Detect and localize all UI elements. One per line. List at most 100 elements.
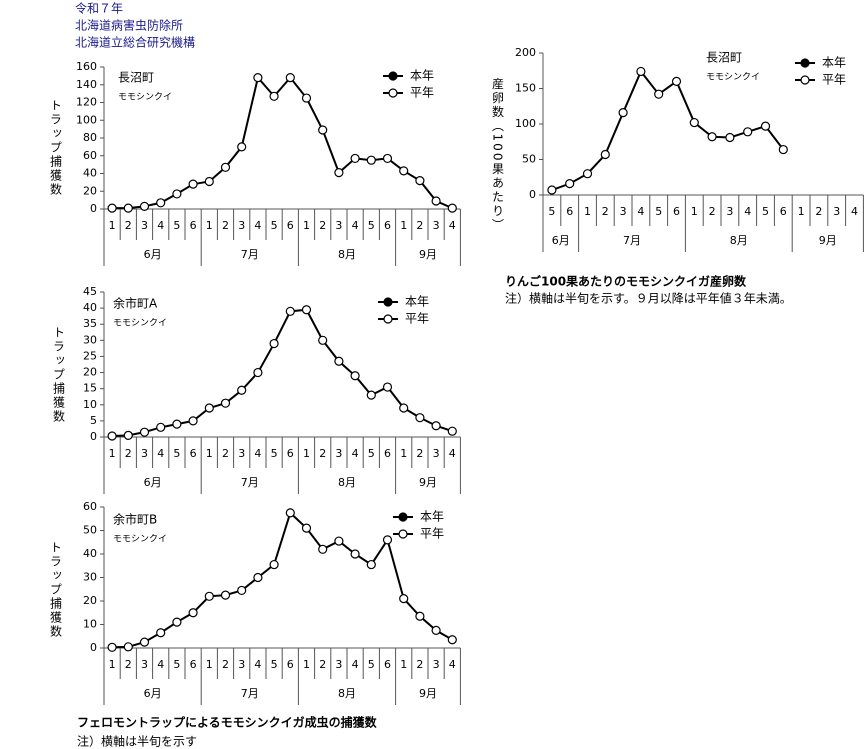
- caption-note: 注）横軸は半旬を示す: [77, 734, 197, 749]
- x-tick-label: 4: [744, 205, 751, 218]
- x-tick-label: 2: [319, 658, 326, 671]
- data-point: [618, 108, 628, 118]
- data-point: [707, 132, 717, 142]
- y-tick-label: 15: [83, 382, 97, 395]
- data-point: [334, 356, 344, 366]
- data-point: [318, 544, 328, 554]
- x-tick-label: 5: [548, 205, 555, 218]
- x-tick-label: 3: [433, 447, 440, 460]
- header-line: 北海道立総合研究機構: [75, 35, 195, 50]
- x-tick-label: 6: [190, 447, 197, 460]
- data-point: [204, 591, 214, 601]
- data-point: [366, 155, 376, 165]
- x-tick-label: 6: [384, 447, 391, 460]
- data-point: [725, 132, 735, 143]
- data-point: [269, 338, 279, 349]
- data-point: [636, 66, 646, 77]
- data-point: [139, 637, 150, 647]
- legend-marker: [383, 297, 393, 307]
- data-point: [447, 203, 457, 213]
- series-line: [112, 308, 453, 438]
- legend-marker: [800, 75, 810, 85]
- data-point: [301, 305, 312, 315]
- data-point: [778, 144, 788, 155]
- x-tick-label: 6: [384, 219, 391, 232]
- data-point: [671, 76, 682, 87]
- data-point: [447, 426, 457, 436]
- x-tick-label: 4: [254, 658, 261, 671]
- x-tick-label: 1: [109, 219, 116, 232]
- data-point: [269, 559, 279, 570]
- data-point: [188, 416, 198, 426]
- data-point: [220, 590, 231, 600]
- x-tick-label: 5: [655, 205, 662, 218]
- month-label: 8月: [338, 248, 356, 261]
- x-tick-label: 4: [157, 658, 164, 671]
- legend-label: 本年: [420, 510, 444, 524]
- x-tick-label: 3: [238, 219, 245, 232]
- x-tick-label: 3: [335, 219, 342, 232]
- x-tick-label: 2: [222, 658, 229, 671]
- x-tick-label: 1: [798, 205, 805, 218]
- x-tick-label: 3: [726, 205, 733, 218]
- x-tick-label: 1: [584, 205, 591, 218]
- y-tick-label: 30: [83, 571, 97, 584]
- y-tick-label: 0: [90, 430, 97, 443]
- data-point: [415, 611, 425, 621]
- annotation: モモシンクイ: [113, 534, 167, 545]
- y-tick-label: 160: [76, 60, 97, 73]
- x-tick-label: 4: [449, 658, 456, 671]
- data-point: [431, 421, 441, 431]
- data-point: [318, 125, 328, 135]
- data-point: [334, 536, 344, 546]
- y-tick-label: 40: [83, 547, 97, 560]
- x-tick-label: 2: [125, 447, 132, 460]
- y-tick-label: 10: [83, 618, 97, 631]
- legend-label: 平年: [822, 73, 846, 87]
- data-point: [253, 367, 263, 378]
- data-point: [431, 196, 441, 206]
- data-point: [301, 93, 312, 103]
- x-tick-label: 3: [141, 219, 148, 232]
- x-tick-label: 5: [173, 447, 180, 460]
- y-tick-label: 0: [90, 202, 97, 215]
- data-point: [107, 203, 117, 213]
- data-point: [188, 608, 198, 618]
- x-tick-label: 3: [238, 447, 245, 460]
- data-point: [600, 149, 610, 160]
- y-tick-label: 60: [83, 500, 97, 513]
- data-point: [382, 153, 393, 164]
- data-point: [415, 413, 425, 423]
- data-point: [139, 427, 150, 437]
- x-tick-label: 4: [637, 205, 644, 218]
- data-point: [399, 166, 409, 176]
- x-tick-label: 6: [780, 205, 787, 218]
- legend-label: 平年: [410, 86, 434, 100]
- data-point: [366, 559, 376, 570]
- series-line: [112, 75, 453, 210]
- annotation: 余市町A: [113, 296, 158, 311]
- x-tick-label: 3: [433, 219, 440, 232]
- month-label: 8月: [338, 476, 356, 489]
- legend-marker: [398, 529, 408, 539]
- x-tick-label: 1: [109, 658, 116, 671]
- x-tick-label: 6: [190, 658, 197, 671]
- legend-label: 本年: [405, 295, 429, 309]
- x-tick-label: 5: [368, 447, 375, 460]
- data-point: [689, 117, 699, 128]
- x-tick-label: 2: [709, 205, 716, 218]
- x-tick-label: 3: [141, 658, 148, 671]
- legend-marker: [800, 58, 810, 68]
- y-tick-label: 40: [83, 167, 97, 180]
- x-tick-label: 2: [416, 658, 423, 671]
- y-tick-label: 50: [83, 524, 97, 537]
- data-point: [204, 403, 214, 413]
- data-point: [285, 73, 295, 83]
- data-point: [334, 168, 344, 178]
- annotation: 長沼町: [118, 71, 154, 85]
- data-point: [350, 371, 360, 381]
- y-tick-label: 45: [83, 285, 97, 298]
- x-tick-label: 1: [303, 447, 310, 460]
- y-tick-label: 10: [83, 398, 97, 411]
- y-axis-label: トラップ捕獲数: [52, 326, 66, 424]
